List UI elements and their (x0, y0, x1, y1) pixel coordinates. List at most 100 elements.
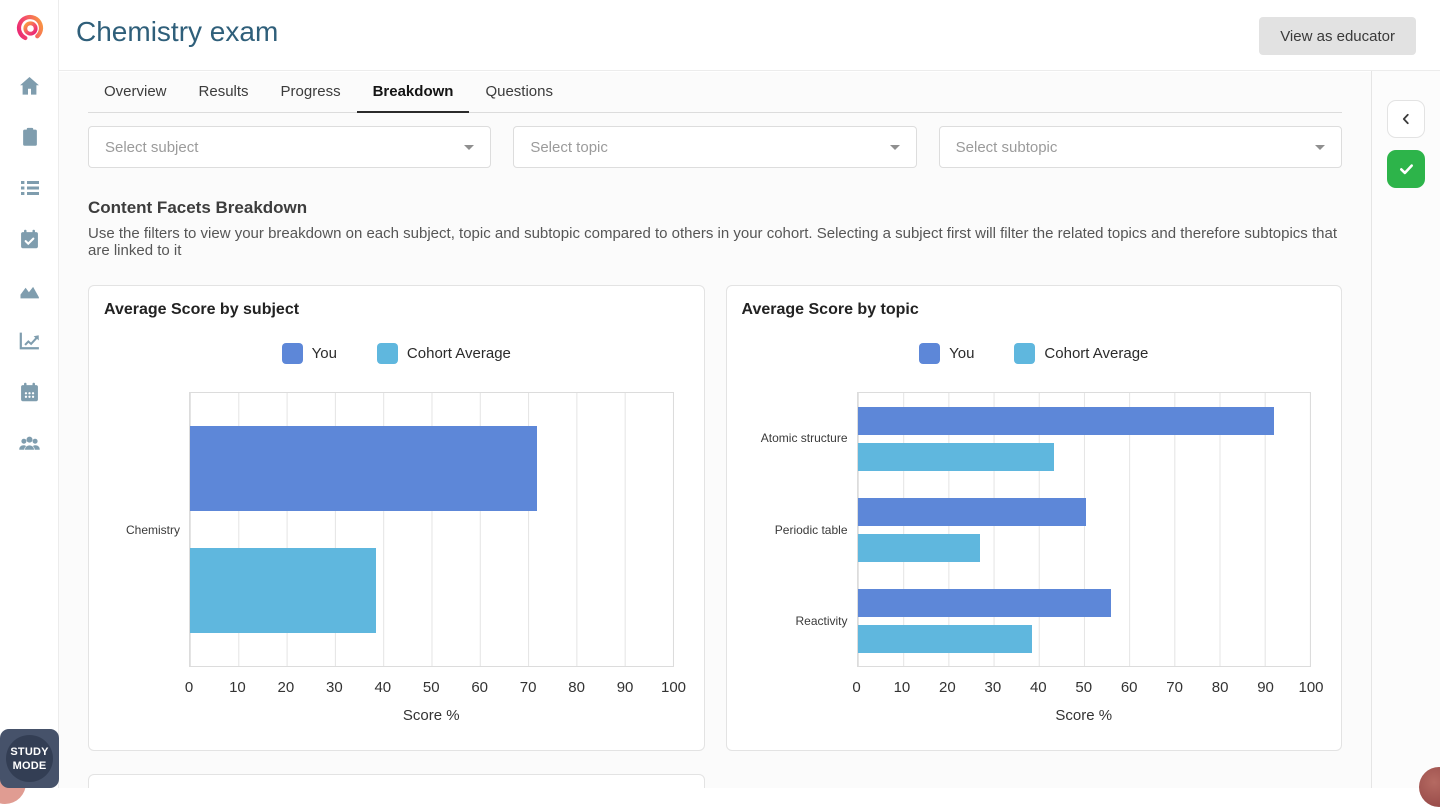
study-mode-line2: MODE (12, 759, 47, 772)
users-icon[interactable] (16, 431, 43, 455)
category-label: Chemistry (125, 522, 180, 537)
chart-title: Average Score by topic (741, 301, 919, 318)
clipboard-icon[interactable] (19, 125, 41, 149)
x-axis-label: Score % (402, 707, 460, 724)
chevron-left-icon (1402, 113, 1409, 125)
bottom-right-fab-partial[interactable] (1419, 767, 1440, 807)
chevron-down-icon (889, 144, 900, 150)
list-icon[interactable] (18, 176, 42, 200)
collapse-panel-button[interactable] (1387, 100, 1425, 138)
charts-row: Average Score by subject You Cohort Avera… (88, 285, 1342, 751)
x-tick: 60 (471, 679, 489, 696)
x-tick: 70 (1166, 679, 1183, 696)
x-tick: 10 (893, 679, 911, 696)
chart-plot-area: Atomic structure Periodic table Reactivity (742, 392, 1327, 667)
y-axis-labels: Chemistry (104, 392, 189, 667)
x-tick: 70 (519, 679, 537, 696)
section-title: Content Facets Breakdown (88, 198, 308, 217)
subtopic-select[interactable]: Select subtopic (938, 126, 1342, 168)
chart-legend: You Cohort Average (104, 343, 689, 364)
x-tick: 50 (1075, 679, 1093, 696)
x-tick: 0 (184, 679, 194, 696)
bar-you (857, 588, 1111, 617)
x-tick: 30 (326, 679, 343, 696)
chart-line-icon[interactable] (17, 329, 42, 353)
bar-you (190, 426, 538, 511)
category-label: Atomic structure (760, 430, 848, 445)
tab-questions[interactable]: Questions (485, 83, 553, 100)
chart-legend: You Cohort Average (742, 343, 1327, 364)
bar-group-chemistry (190, 393, 673, 666)
plot (189, 392, 674, 667)
chevron-down-icon (1314, 144, 1325, 150)
x-axis-label: Score % (1055, 707, 1113, 724)
tab-breakdown[interactable]: Breakdown (356, 72, 470, 113)
x-tick: 60 (1120, 679, 1138, 696)
chart-card-topic: Average Score by topic You Cohort Average… (725, 285, 1342, 751)
legend-label: You (311, 345, 337, 362)
x-tick: 20 (939, 679, 956, 696)
study-mode-badge[interactable]: STUDY MODE (0, 729, 59, 788)
chart-title: Average Score by subject (104, 301, 300, 318)
legend-item-you[interactable]: You (281, 343, 337, 364)
x-tick: 40 (1029, 679, 1047, 696)
x-axis-ticks: 0 10 20 30 40 50 60 70 80 90 100 (185, 679, 686, 697)
x-tick: 20 (277, 679, 295, 696)
app-logo-icon[interactable] (13, 13, 45, 45)
legend-label: Cohort Average (406, 345, 511, 362)
calendar-icon[interactable] (18, 380, 41, 404)
right-rail (1371, 71, 1440, 807)
filter-row: Select subject Select topic Select subto… (88, 126, 1342, 168)
legend-swatch (919, 343, 941, 364)
tab-progress[interactable]: Progress (280, 83, 341, 100)
legend-swatch (376, 343, 398, 364)
bar-you (857, 497, 1086, 526)
bar-cohort-average (857, 442, 1055, 471)
legend-swatch (281, 343, 303, 364)
legend-label: Cohort Average (1044, 345, 1149, 362)
legend-item-you[interactable]: You (919, 343, 974, 364)
bar-cohort-average (857, 533, 980, 562)
category-label: Periodic table (774, 522, 848, 537)
confirm-button[interactable] (1387, 150, 1425, 188)
tab-results[interactable]: Results (198, 83, 249, 100)
x-tick: 90 (1257, 679, 1274, 696)
main-content: Overview Results Progress Breakdown Ques… (59, 72, 1371, 788)
chart-area-icon[interactable] (17, 278, 42, 302)
bar-cohort-average (190, 548, 376, 633)
chart-card-subject: Average Score by subject You Cohort Avera… (88, 285, 705, 751)
legend-label: You (949, 345, 975, 362)
x-tick: 100 (660, 679, 687, 696)
x-tick: 30 (984, 679, 1002, 696)
x-tick: 100 (1298, 679, 1324, 696)
view-as-educator-button[interactable]: View as educator (1259, 17, 1416, 55)
subject-select-placeholder: Select subject (105, 138, 199, 156)
home-icon[interactable] (17, 74, 42, 98)
topic-select[interactable]: Select topic (513, 126, 917, 168)
page-title: Chemistry exam (76, 16, 279, 47)
legend-item-cohort-average[interactable]: Cohort Average (376, 343, 511, 364)
x-axis-ticks: 0 10 20 30 40 50 60 70 80 90 100 (852, 679, 1323, 697)
checkmark-icon (1399, 164, 1413, 175)
x-tick: 90 (616, 679, 634, 696)
x-tick: 0 (852, 679, 861, 696)
calendar-check-icon[interactable] (18, 227, 41, 251)
x-tick: 80 (1211, 679, 1229, 696)
bar-group-reactivity (857, 575, 1311, 666)
y-axis-labels: Atomic structure Periodic table Reactivity (742, 392, 857, 667)
chevron-down-icon (464, 144, 475, 150)
x-tick: 40 (374, 679, 392, 696)
top-bar: Chemistry exam View as educator (59, 0, 1440, 71)
subject-select[interactable]: Select subject (88, 126, 492, 168)
legend-item-cohort-average[interactable]: Cohort Average (1014, 343, 1148, 364)
chart-card-subtopic: Average Score by subtopic (88, 774, 705, 788)
section-description: Use the filters to view your breakdown o… (88, 225, 1337, 259)
legend-swatch (1014, 343, 1036, 364)
tab-overview[interactable]: Overview (104, 83, 167, 100)
x-tick: 10 (229, 679, 246, 696)
chart-plot-area: Chemistry (104, 392, 689, 667)
topic-select-placeholder: Select topic (530, 138, 608, 156)
tab-bar: Overview Results Progress Breakdown Ques… (88, 72, 1342, 113)
bar-group-atomic-structure (857, 393, 1311, 484)
sidebar: STUDY MODE (0, 0, 59, 804)
